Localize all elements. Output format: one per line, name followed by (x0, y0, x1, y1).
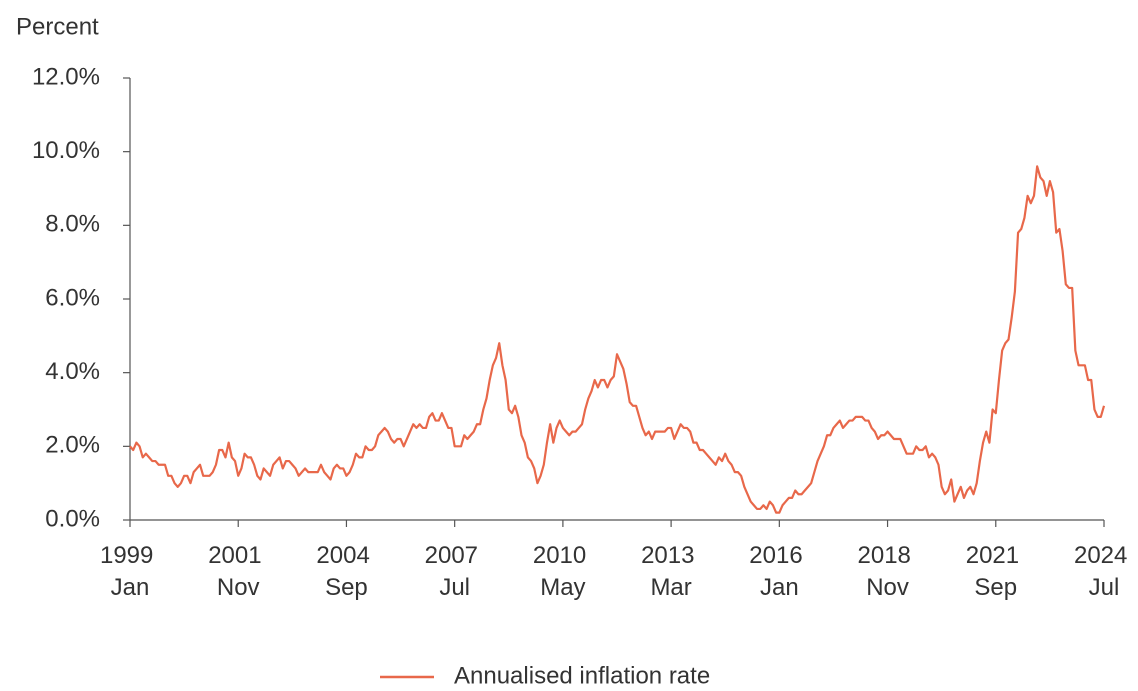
y-tick-label: 10.0% (32, 137, 100, 164)
x-tick-label: 2004 Sep (316, 542, 376, 601)
x-tick-label: 2010 May (533, 542, 593, 601)
y-tick-label: 6.0% (45, 284, 100, 311)
x-tick-label: 2013 Mar (641, 542, 701, 601)
x-tick-label: 2001 Nov (208, 542, 268, 601)
x-tick-label: 2024 Jul (1074, 542, 1134, 601)
y-tick-label: 0.0% (45, 505, 100, 532)
x-tick-label: 2021 Sep (966, 542, 1026, 601)
legend-label: Annualised inflation rate (454, 662, 710, 689)
x-tick-label: 2016 Jan (749, 542, 809, 601)
y-tick-label: 4.0% (45, 358, 100, 385)
y-tick-label: 12.0% (32, 63, 100, 90)
x-tick-label: 2007 Jul (425, 542, 485, 601)
line-series (129, 165, 1106, 514)
y-axis-label: Percent (16, 13, 99, 40)
y-tick-label: 2.0% (45, 432, 100, 459)
y-tick-label: 8.0% (45, 211, 100, 238)
x-tick-label: 1999 Jan (100, 542, 160, 601)
x-tick-label: 2018 Nov (858, 542, 918, 601)
